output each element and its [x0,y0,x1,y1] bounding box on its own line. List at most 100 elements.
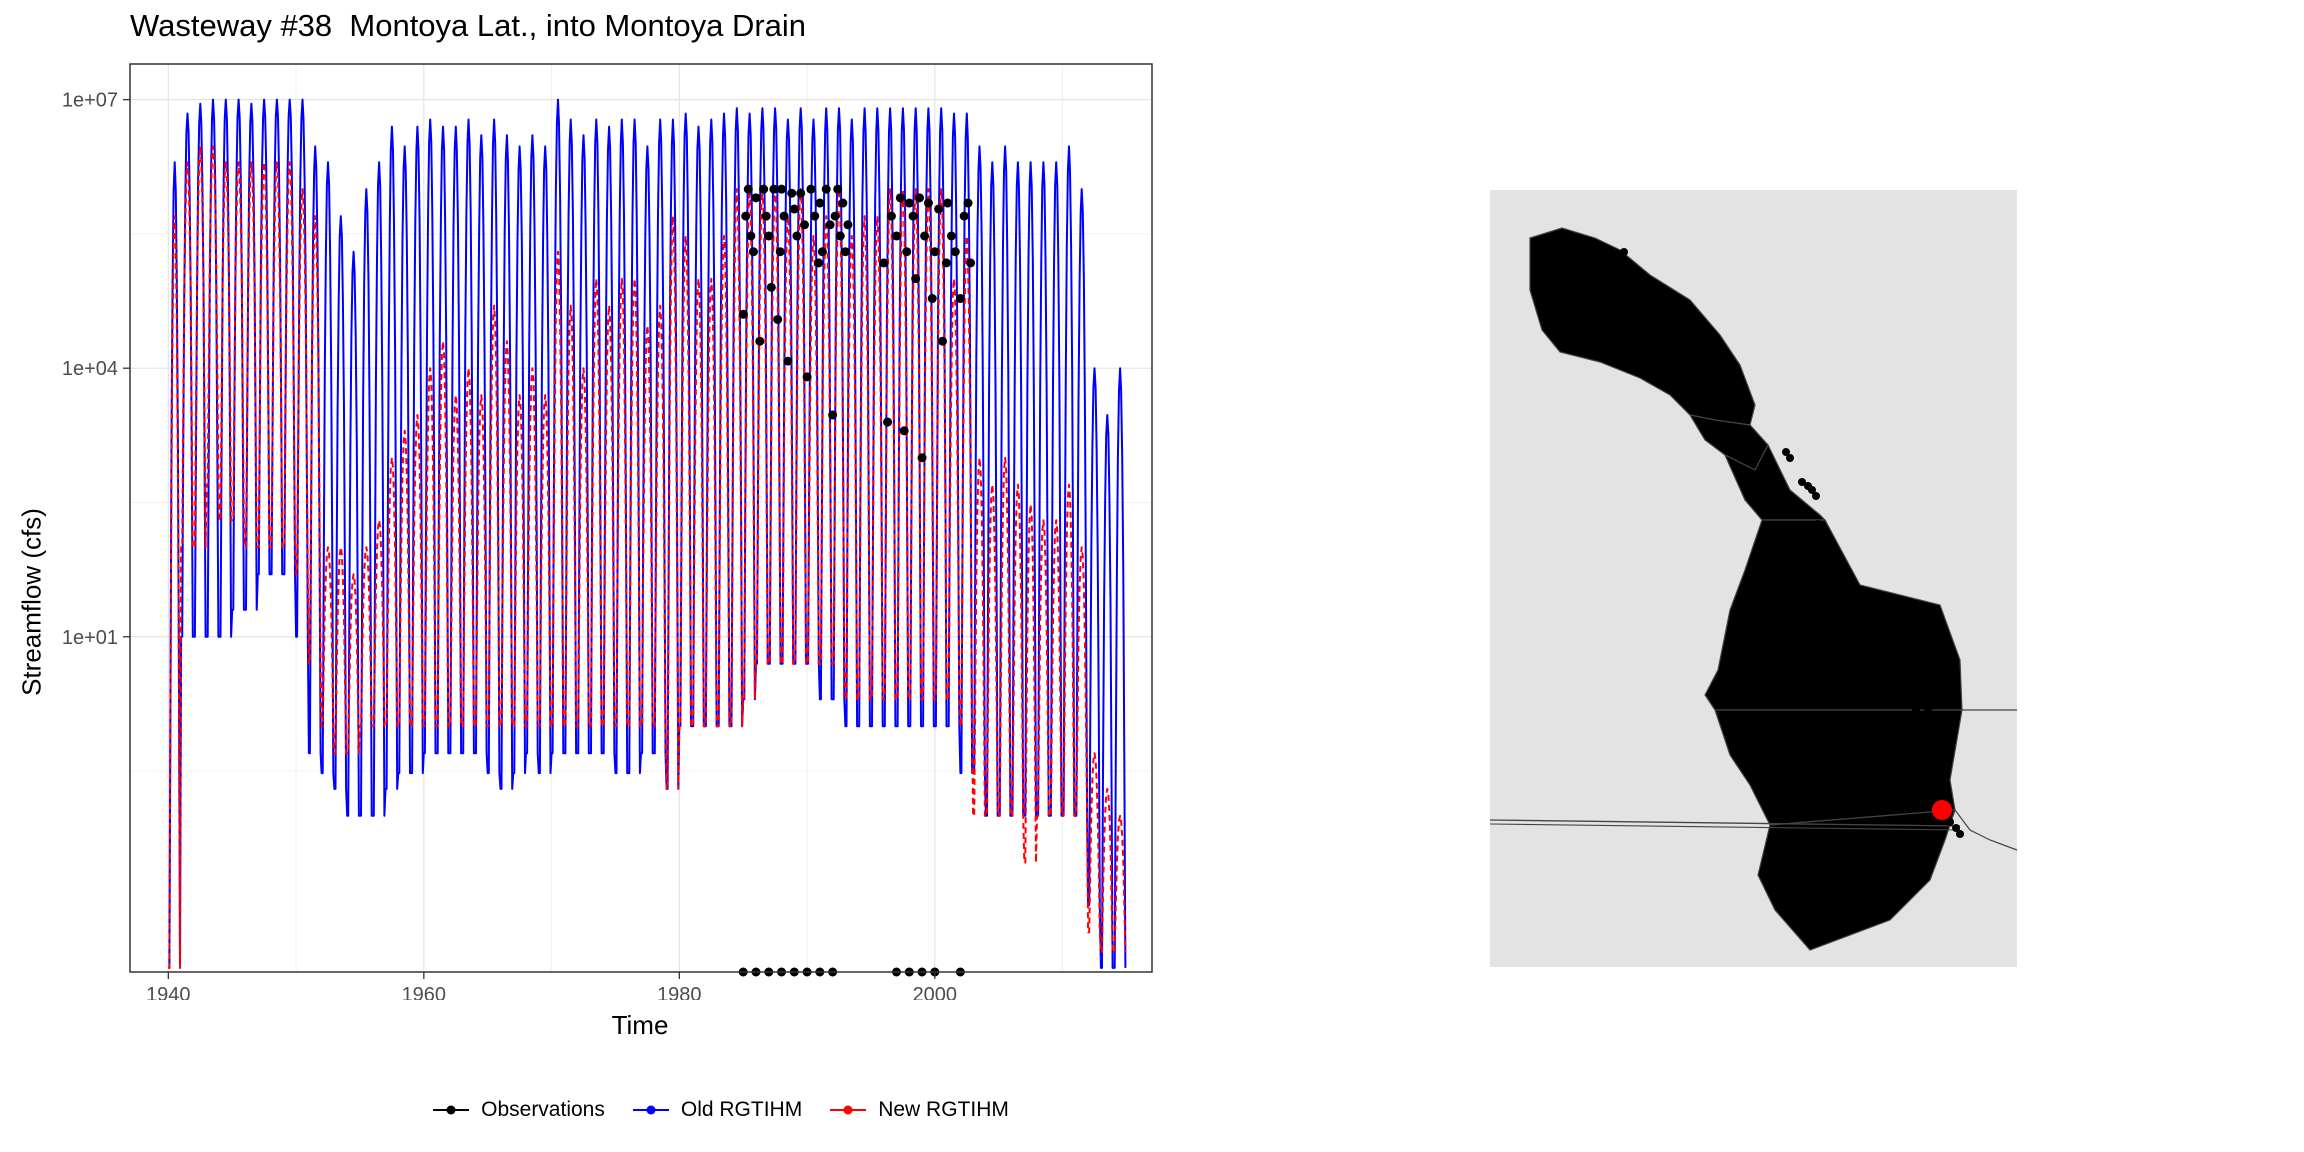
observation-point [934,204,944,214]
legend-item-old-rgtihm: Old RGTIHM [631,1098,802,1122]
map-line-lower-2 [1490,823,1961,831]
map-site-marker [1721,386,1729,394]
location-map [1490,190,2018,967]
x-tick-label: 1960 [402,984,447,1000]
map-site-marker [1946,818,1954,826]
map-site-marker [1786,454,1794,462]
map-site-marker [1956,830,1964,838]
observation-point [923,198,933,208]
observation-point [775,247,785,257]
observation-points [738,184,976,977]
observation-point [815,198,825,208]
observation-point [783,356,793,366]
observation-point [741,211,751,221]
map-site-marker [1856,600,1864,608]
map-site-marker [1862,604,1870,612]
observation-point [843,220,853,230]
x-tick-label: 1980 [657,984,702,1000]
timeseries-chart: 1940 1960 1980 2000 1e+01 1e+04 1e+07 [62,63,1153,1000]
observation-point [743,184,753,194]
observation-point [950,247,960,257]
observation-point [769,184,779,194]
map-site-marker [1878,632,1886,640]
observation-point [800,220,810,230]
map-site-marker [1814,566,1822,574]
map-site-marker [1691,362,1699,370]
map-site-marker [1916,722,1924,730]
map-site-marker [1872,616,1880,624]
legend-key-old-rgtihm [632,1105,669,1115]
observation-point [777,184,787,194]
observation-point [802,372,812,382]
map-site-marker [1782,448,1790,456]
x-tick-label: 1940 [146,984,191,1000]
map-line-river [1954,809,2018,851]
observation-point [817,247,827,257]
observation-point [755,336,765,346]
chart-title: Wasteway #38 Montoya Lat., into Montoya … [130,8,807,43]
observation-point [792,231,802,241]
observation-point [941,258,951,268]
map-site-marker [1922,784,1930,792]
observation-point [840,247,850,257]
map-site-marker [1928,712,1936,720]
legend-label-observations: Observations [481,1098,605,1121]
legend-item-observations: Observations [431,1098,605,1122]
map-site-marker [1812,548,1820,556]
grid-lines [130,64,1152,972]
observation-point [883,417,893,427]
observation-point [917,453,927,463]
map-site-marker [1814,520,1822,528]
map-site-marker [1832,584,1840,592]
legend-label-old-rgtihm: Old RGTIHM [680,1098,803,1121]
map-site-marker [1726,392,1734,400]
map-region-3 [1723,443,1827,521]
observation-point [908,211,918,221]
observation-point [746,231,756,241]
map-site-marker [1914,714,1922,722]
observation-point [892,231,901,241]
observation-point [914,193,924,203]
observation-point [821,184,831,194]
observation-point [779,211,789,221]
series-line-old-rgtihm [168,98,1127,969]
map-site-marker [1661,351,1669,359]
observation-point [943,198,953,208]
observation-point [838,198,848,208]
map-site-marker [1818,576,1826,584]
observation-point [927,294,937,304]
observation-point [796,188,806,198]
observation-point [833,184,843,194]
map-site-marker [1808,486,1816,494]
observation-point [946,231,956,241]
observation-point [959,211,969,221]
x-axis-title: Time [611,1010,669,1040]
map-site-marker [1910,698,1918,706]
observation-point [748,247,758,257]
observation-point [904,198,914,208]
map-site-marker [1846,590,1854,598]
series-line-new-rgtihm [168,145,1127,969]
observation-point [879,258,889,268]
legend-key-new-rgtihm [830,1105,867,1115]
plot-panel [130,64,1152,972]
map-site-marker [1798,478,1806,486]
observation-point [930,247,940,257]
map-line-lower [1490,819,1961,827]
observation-point [835,231,845,241]
observation-point [806,184,816,194]
observation-point [830,211,840,221]
observation-point [963,198,973,208]
map-site-marker [1708,376,1716,384]
y-tick-label: 1e+01 [62,627,118,649]
observation-point [966,258,976,268]
observation-point [899,426,909,436]
observation-point [902,247,912,257]
observation-point [828,410,838,420]
observation-point [911,274,921,284]
legend-item-new-rgtihm: New RGTIHM [828,1098,1009,1122]
observation-point [751,193,761,203]
x-tick-label: 2000 [913,984,958,1000]
observation-point [789,204,799,214]
